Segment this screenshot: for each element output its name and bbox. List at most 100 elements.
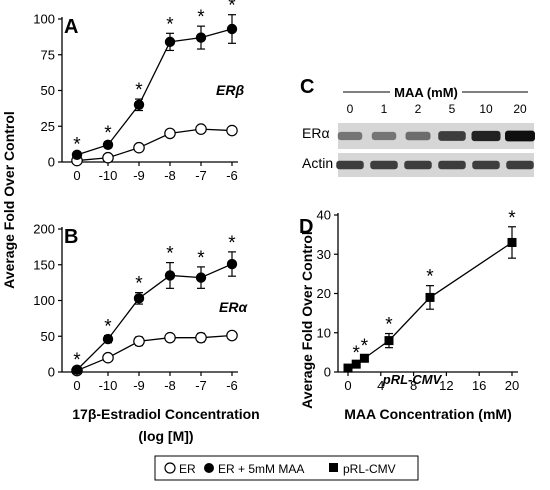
blot-lane-label: 20 (513, 102, 527, 116)
panel-b-point-er-5mm-maa (71, 364, 83, 376)
panel-b-point-er-5mm-maa (164, 270, 176, 281)
panel-b-y-tick-label: 150 (33, 257, 55, 272)
panel-a-point-er (164, 127, 176, 140)
blot-row-label-actin: Actin (302, 155, 333, 171)
panel-d-x-tick-label: 16 (472, 378, 486, 393)
panel-a-point-er (133, 141, 145, 154)
panel-b-significance-star: * (104, 317, 112, 338)
panel-d-x-tick-label: 0 (344, 378, 351, 393)
panel-b-point-er-5mm-maa (133, 293, 145, 304)
panel-a-plot: 0 25 50 75 100 0 -10 -9 -8 -7 -6 * * * * * * (33, 0, 238, 183)
panel-d-significance-star: * (508, 208, 516, 229)
panel-b-significance-star: * (197, 248, 205, 269)
panel-b-point-er (226, 329, 238, 342)
panel-d-y-tick-label: 30 (317, 247, 331, 262)
blot-lane-label: 10 (479, 102, 493, 116)
panel-d-y-tick-label: 20 (317, 286, 331, 301)
panel-d-ylabel: Average Fold Over Control (299, 231, 315, 409)
panel-d-point-prl-cmv (351, 359, 361, 369)
panel-b-y-tick-label: 0 (48, 365, 55, 380)
panel-a-x-tick-label: -10 (99, 168, 118, 183)
legend-label-er: ER (179, 462, 196, 476)
panel-d-y-tick-label: 0 (324, 365, 331, 380)
panel-b-plot: 0 50 100 150 200 0 -10 -9 -8 -7 -6 * * * * * * (33, 222, 238, 393)
panel-a-significance-star: * (228, 0, 236, 17)
legend-marker-filled-circle (204, 463, 214, 473)
panel-d-x-tick-label: 20 (505, 378, 519, 393)
blot-row-actin-band (506, 160, 534, 170)
panel-d-y-tick-label: 10 (317, 325, 331, 340)
panel-a: A ERβ 0 25 50 75 100 0 -10 -9 -8 -7 -6 * * * * * * (33, 0, 244, 183)
legend-box (154, 455, 419, 481)
panel-b-y-tick-label: 50 (41, 329, 55, 344)
panel-b-x-tick-label: 0 (73, 378, 80, 393)
panel-d: D Average Fold Over Control pRL-CMV MAA … (299, 208, 519, 423)
panel-b-point-er (102, 351, 114, 364)
panel-b-annotation: ERα (219, 299, 248, 315)
panel-b-series-line-er (76, 334, 233, 372)
panel-a-series-line-er-5mm-maa (76, 28, 233, 156)
panel-d-point-prl-cmv (343, 363, 353, 373)
blot-row-actin-background (338, 153, 534, 177)
panel-a-significance-star: * (104, 123, 112, 144)
blot-row-er-band (471, 130, 501, 142)
panel-letter-d: D (299, 216, 313, 238)
panel-b: B ERα 0 50 100 150 200 0 -10 -9 -8 -7 -6 * * * * * * (33, 222, 248, 394)
panel-a-point-er-5mm-maa (226, 23, 238, 35)
panel-b-significance-star: * (135, 274, 143, 295)
legend-marker-filled-square (329, 463, 338, 472)
blot-row-er-band (405, 131, 431, 141)
shared-xlabel-line2: (log [M]) (138, 428, 193, 444)
blot-lane-label: 0 (347, 102, 354, 116)
panel-a-point-er-5mm-maa (71, 149, 83, 161)
blot-row-actin-band (404, 160, 432, 170)
panel-a-point-er (102, 151, 114, 164)
panel-b-point-er-5mm-maa (226, 258, 238, 270)
blot-row-actin-band (472, 160, 500, 170)
panel-b-x-tick-label: -9 (133, 378, 145, 393)
panel-d-x-tick-label: 4 (377, 378, 384, 393)
blot-title: MAA (mM) (394, 85, 458, 100)
panel-b-x-tick-label: -7 (195, 378, 207, 393)
panel-a-x-tick-label: -9 (133, 168, 145, 183)
blot-lane-label: 5 (449, 102, 456, 116)
panel-letter-c: C (300, 76, 314, 98)
panel-b-x-tick-label: -6 (226, 378, 238, 393)
blot-lane-labels: 0 1 2 5 10 20 (347, 102, 527, 116)
panel-a-significance-star: * (73, 134, 81, 155)
panel-d-significance-star: * (352, 343, 360, 364)
panel-d-annotation: pRL-CMV (382, 372, 443, 387)
panel-a-x-tick-label: -6 (226, 168, 238, 183)
panel-b-point-er-5mm-maa (102, 333, 114, 345)
panel-a-y-tick-label: 0 (48, 155, 55, 170)
panel-d-significance-star: * (426, 267, 434, 288)
panel-d-point-prl-cmv (359, 353, 369, 363)
legend-marker-open-circle (164, 462, 176, 474)
panel-a-y-tick-label: 50 (41, 83, 55, 98)
panel-a-x-tick-label: -8 (164, 168, 176, 183)
panel-d-x-tick-label: 8 (410, 378, 417, 393)
panel-b-point-er-5mm-maa (195, 272, 207, 283)
panel-a-point-er (195, 123, 207, 135)
blot-lane-label: 2 (415, 102, 422, 116)
panel-b-point-er (133, 335, 145, 348)
blot-row-actin-band (438, 160, 466, 170)
panel-a-y-tick-label: 25 (41, 119, 55, 134)
panel-a-point-er-5mm-maa (195, 32, 207, 43)
panel-b-point-er (164, 331, 176, 344)
panel-b-significance-star: * (228, 233, 236, 254)
panel-a-point-er-5mm-maa (133, 99, 145, 111)
panel-c: C MAA (mM) 0 1 2 5 10 20 ERα Actin (300, 76, 535, 177)
panel-b-y-tick-label: 100 (33, 293, 55, 308)
panel-b-significance-star: * (166, 244, 174, 265)
blot-row-er-background (338, 123, 534, 149)
panel-d-point-prl-cmv (384, 336, 394, 346)
panel-a-significance-star: * (135, 80, 143, 101)
panel-letter-a: A (64, 16, 78, 38)
panel-d-significance-star: * (361, 336, 369, 357)
panel-letter-b: B (64, 226, 78, 248)
blot-lane-label: 1 (381, 102, 388, 116)
panel-d-x-tick-label: 12 (439, 378, 453, 393)
